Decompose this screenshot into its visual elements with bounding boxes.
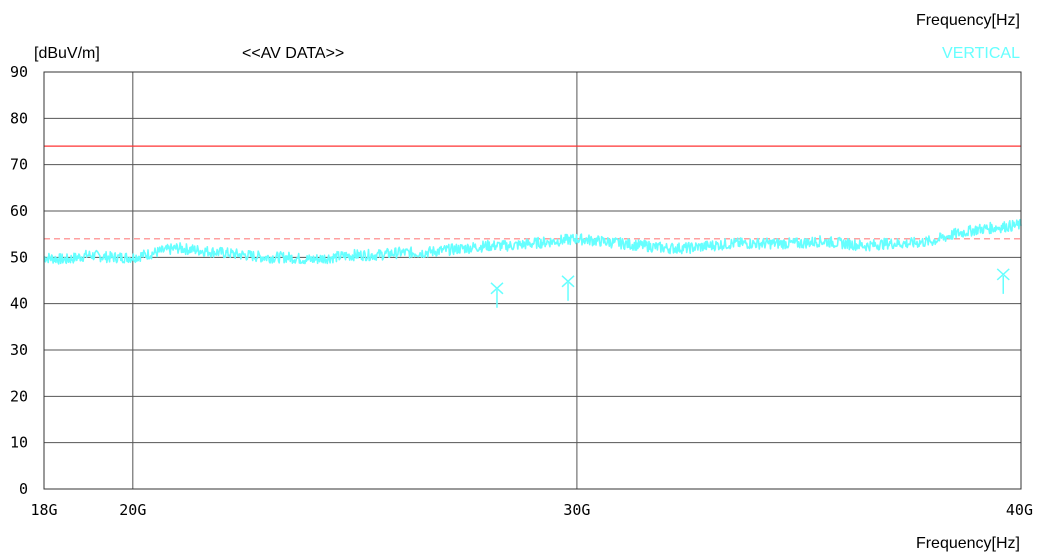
peak-marker-cross-b (996, 268, 1010, 281)
series-layer (43, 218, 1022, 265)
peak-marker-cross-b (490, 282, 504, 295)
y-tick-label-70: 70 (10, 156, 28, 174)
x-axis-label-bottom: Frequency[Hz] (916, 535, 1020, 552)
y-tick-label-60: 60 (10, 202, 28, 220)
x-tick-labels: 18G 20G 30G 40G (30, 501, 1033, 519)
y-tick-label-0: 0 (19, 480, 28, 498)
y-tick-label-50: 50 (10, 248, 28, 266)
x-axis-label-top: Frequency[Hz] (916, 12, 1020, 29)
y-tick-labels: 0 10 20 30 40 50 60 70 80 90 (10, 63, 28, 498)
x-tick-label-40G: 40G (1006, 501, 1033, 519)
peak-marker-3 (996, 268, 1010, 294)
series-line-vertical (43, 218, 1022, 265)
peak-marker-cross-b (561, 275, 575, 288)
y-axis-label: [dBuV/m] (34, 45, 100, 62)
y-tick-label-90: 90 (10, 63, 28, 81)
y-tick-label-20: 20 (10, 387, 28, 405)
chart-title: <<AV DATA>> (242, 45, 344, 62)
peak-marker-2 (561, 275, 575, 301)
peak-markers (490, 268, 1010, 308)
y-tick-label-30: 30 (10, 341, 28, 359)
y-tick-label-40: 40 (10, 295, 28, 313)
y-tick-label-10: 10 (10, 434, 28, 452)
x-tick-label-20G: 20G (119, 501, 146, 519)
peak-marker-1 (490, 282, 504, 308)
y-tick-label-80: 80 (10, 109, 28, 127)
x-tick-label-18G: 18G (30, 501, 57, 519)
x-tick-label-30G: 30G (563, 501, 590, 519)
limit-lines (44, 145, 1021, 240)
legend-vertical: VERTICAL (942, 45, 1020, 62)
plot-frame (43, 71, 1022, 490)
